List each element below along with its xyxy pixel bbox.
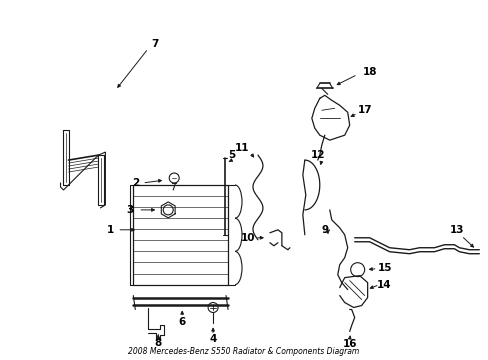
Text: 2008 Mercedes-Benz S550 Radiator & Components Diagram: 2008 Mercedes-Benz S550 Radiator & Compo…	[128, 347, 359, 356]
Text: 3: 3	[126, 205, 134, 215]
Text: 17: 17	[357, 105, 371, 115]
Text: 10: 10	[240, 233, 255, 243]
Text: 15: 15	[377, 263, 391, 273]
Text: 11: 11	[234, 143, 249, 153]
Text: 7: 7	[151, 39, 159, 49]
Text: 9: 9	[321, 225, 327, 235]
Text: 1: 1	[106, 225, 114, 235]
Text: 13: 13	[449, 225, 464, 235]
Text: 5: 5	[228, 150, 235, 160]
Text: 18: 18	[362, 67, 376, 77]
Text: 14: 14	[377, 280, 391, 289]
Text: 2: 2	[131, 178, 139, 188]
Text: 4: 4	[209, 334, 216, 345]
Text: 12: 12	[310, 150, 325, 160]
Text: 16: 16	[342, 339, 356, 349]
Text: 8: 8	[154, 338, 162, 348]
Bar	[133, 185, 227, 285]
Text: 6: 6	[178, 318, 185, 328]
